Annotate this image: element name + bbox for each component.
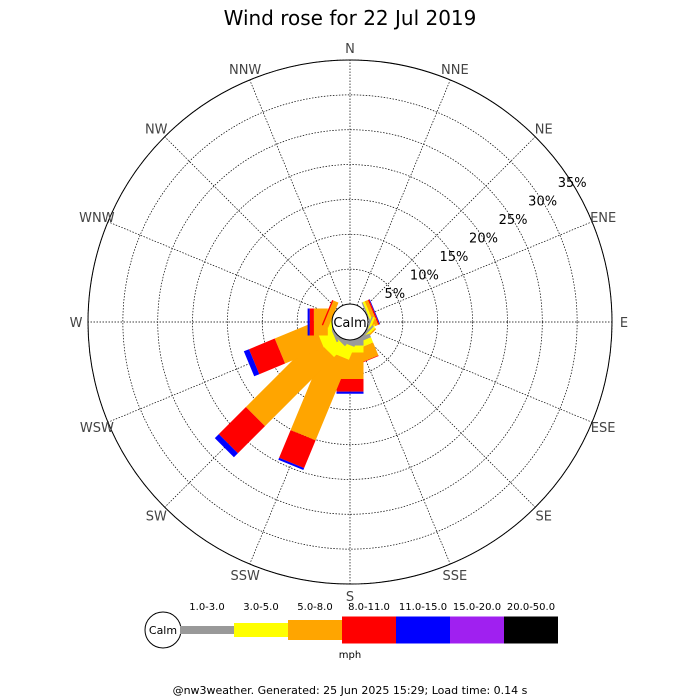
legend-swatch-6 bbox=[504, 616, 558, 644]
bar-segment-w-2 bbox=[313, 308, 328, 336]
radial-tick-label: 20% bbox=[469, 232, 498, 247]
legend-swatch-3 bbox=[342, 616, 396, 644]
radial-tick-label: 35% bbox=[558, 176, 587, 191]
bar-segment-wnw-2 bbox=[323, 300, 339, 328]
calm-center: Calm bbox=[331, 303, 369, 341]
direction-label-ese: ESE bbox=[591, 421, 616, 436]
spoke-SSE bbox=[356, 338, 451, 565]
legend-label-0: 1.0-3.0 bbox=[189, 602, 224, 613]
legend-swatch-5 bbox=[450, 616, 504, 644]
bar-segment-s-4 bbox=[336, 391, 364, 394]
legend-label-3: 8.0-11.0 bbox=[348, 602, 390, 613]
direction-label-nne: NNE bbox=[441, 63, 469, 78]
bar-segment-w-3 bbox=[309, 308, 314, 336]
spoke-ESE bbox=[366, 328, 593, 423]
bar-segment-sw-2 bbox=[245, 338, 334, 427]
direction-label-e: E bbox=[620, 316, 628, 331]
radial-tick-label: 15% bbox=[439, 250, 468, 265]
direction-label-s: S bbox=[346, 590, 354, 605]
bar-segment-ssw-2 bbox=[290, 349, 349, 441]
spoke-NW bbox=[164, 136, 338, 310]
bar-segment-ssw-3 bbox=[279, 430, 316, 469]
legend-swatch-0 bbox=[180, 626, 234, 634]
direction-label-nw: NW bbox=[145, 122, 168, 137]
legend-label-4: 11.0-15.0 bbox=[399, 602, 447, 613]
direction-label-sse: SSE bbox=[442, 569, 467, 584]
legend-label-2: 5.0-8.0 bbox=[297, 602, 332, 613]
calm-circle bbox=[331, 303, 369, 341]
spoke-SE bbox=[362, 334, 536, 508]
bar-segment-ene-4 bbox=[369, 299, 381, 325]
ring-30 bbox=[122, 94, 578, 550]
legend-calm-label: Calm bbox=[149, 624, 177, 637]
direction-label-ene: ENE bbox=[590, 211, 616, 226]
bar-segment-s-3 bbox=[336, 379, 364, 392]
legend-label-1: 3.0-5.0 bbox=[243, 602, 278, 613]
axis-labels: N NNE NE ENE E ESE SE SSE S SSW SW WSW W WNW NW NNW 5% 10… bbox=[70, 42, 629, 605]
polar-grid bbox=[87, 59, 613, 585]
ring-5 bbox=[296, 268, 404, 376]
radial-tick-label: 30% bbox=[528, 195, 557, 210]
bar-segment-ssw-4 bbox=[278, 457, 305, 470]
legend-label-6: 20.0-50.0 bbox=[507, 602, 555, 613]
direction-label-wnw: WNW bbox=[79, 211, 115, 226]
direction-label-n: N bbox=[345, 42, 355, 57]
radial-tick-label: 10% bbox=[410, 269, 439, 284]
spoke-NNW bbox=[249, 79, 344, 306]
direction-label-ssw: SSW bbox=[230, 569, 260, 584]
legend-swatch-1 bbox=[234, 623, 288, 637]
bar-segment-wsw-3 bbox=[249, 338, 286, 375]
direction-label-se: SE bbox=[536, 510, 552, 525]
legend-swatch-2 bbox=[288, 620, 342, 640]
bar-segment-ene-3 bbox=[367, 299, 380, 325]
legend-swatch-4 bbox=[396, 616, 450, 644]
direction-label-sw: SW bbox=[146, 510, 167, 525]
speed-legend: Calm 1.0-3.0 3.0-5.0 5.0-8.0 8.0-11.0 11.0-15… bbox=[144, 602, 558, 661]
ring-15 bbox=[227, 199, 473, 445]
bar-segment-wnw-3 bbox=[321, 300, 334, 326]
bar-segment-sw-4 bbox=[214, 434, 238, 458]
legend-unit-label: mph bbox=[339, 650, 361, 661]
calm-label: Calm bbox=[333, 316, 366, 331]
direction-label-nnw: NNW bbox=[229, 63, 261, 78]
wind-bars bbox=[214, 299, 381, 470]
radial-tick-label: 5% bbox=[385, 287, 406, 302]
spoke-WNW bbox=[107, 221, 334, 316]
chart-title: Wind rose for 22 Jul 2019 bbox=[223, 6, 477, 30]
footer-credit: @nw3weather. Generated: 25 Jun 2025 15:2… bbox=[172, 684, 528, 697]
bar-segment-sw-3 bbox=[218, 407, 265, 454]
direction-label-w: W bbox=[70, 316, 83, 331]
direction-label-wsw: WSW bbox=[80, 421, 114, 436]
legend-label-5: 15.0-20.0 bbox=[453, 602, 501, 613]
bar-segment-wsw-4 bbox=[243, 349, 260, 377]
direction-label-ne: NE bbox=[535, 122, 553, 137]
radial-tick-label: 25% bbox=[499, 213, 528, 228]
bar-segment-w-4 bbox=[307, 308, 310, 336]
